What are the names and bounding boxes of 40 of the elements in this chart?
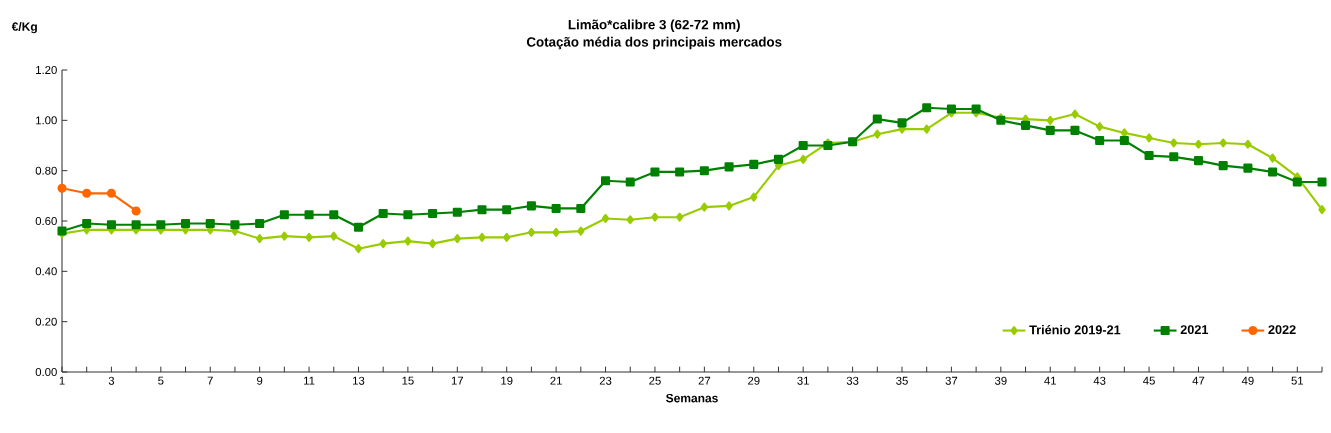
x-tick-label: 19 — [501, 376, 513, 385]
x-tick-label: 37 — [945, 376, 958, 385]
x-tick-label: 21 — [550, 376, 562, 385]
x-tick-label: 11 — [304, 376, 315, 385]
y-tick-label: 1.20 — [36, 66, 57, 75]
x-tick-label: 25 — [649, 376, 661, 385]
x-tick-label: 29 — [748, 376, 760, 385]
legend-label: 2021 — [1180, 325, 1209, 335]
x-tick-label: 51 — [1291, 376, 1304, 385]
x-tick-label: 35 — [896, 376, 908, 385]
x-tick-label: 27 — [698, 376, 711, 385]
x-tick-label: 39 — [994, 376, 1007, 385]
chart-title: Limão*calibre 3 (62-72 mm) — [568, 19, 740, 32]
y-tick-label: 0.20 — [35, 317, 57, 326]
legend-label: Triénio 2019-21 — [1029, 324, 1121, 335]
x-tick-label: 49 — [1241, 376, 1254, 385]
y-tick-label: 0.80 — [35, 166, 57, 175]
x-tick-label: 43 — [1093, 376, 1106, 385]
y-tick-label: 0.60 — [35, 217, 57, 226]
x-tick-label: 5 — [158, 376, 164, 385]
x-tick-label: 41 — [1044, 376, 1056, 385]
x-tick-label: 17 — [451, 376, 464, 385]
x-tick-label: 7 — [207, 376, 213, 385]
x-tick-label: 31 — [797, 376, 809, 385]
chart-subtitle: Cotação média dos principais mercados — [526, 36, 782, 50]
x-tick-label: 3 — [108, 376, 115, 385]
y-tick-label: 1.00 — [36, 116, 57, 125]
x-axis-title: Semanas — [666, 393, 718, 403]
x-tick-label: 45 — [1143, 376, 1155, 385]
y-tick-label: 0.00 — [35, 368, 57, 377]
x-tick-label: 9 — [257, 376, 263, 385]
x-tick-label: 15 — [402, 376, 414, 385]
x-tick-label: 47 — [1192, 376, 1205, 385]
x-tick-label: 23 — [599, 376, 612, 385]
legend-label: 2022 — [1268, 325, 1296, 335]
x-tick-label: 13 — [353, 376, 365, 385]
x-tick-label: 1 — [59, 376, 65, 385]
x-tick-label: 33 — [846, 376, 859, 385]
y-axis-title: €/Kg — [11, 22, 37, 34]
y-tick-label: 0.40 — [35, 267, 57, 276]
